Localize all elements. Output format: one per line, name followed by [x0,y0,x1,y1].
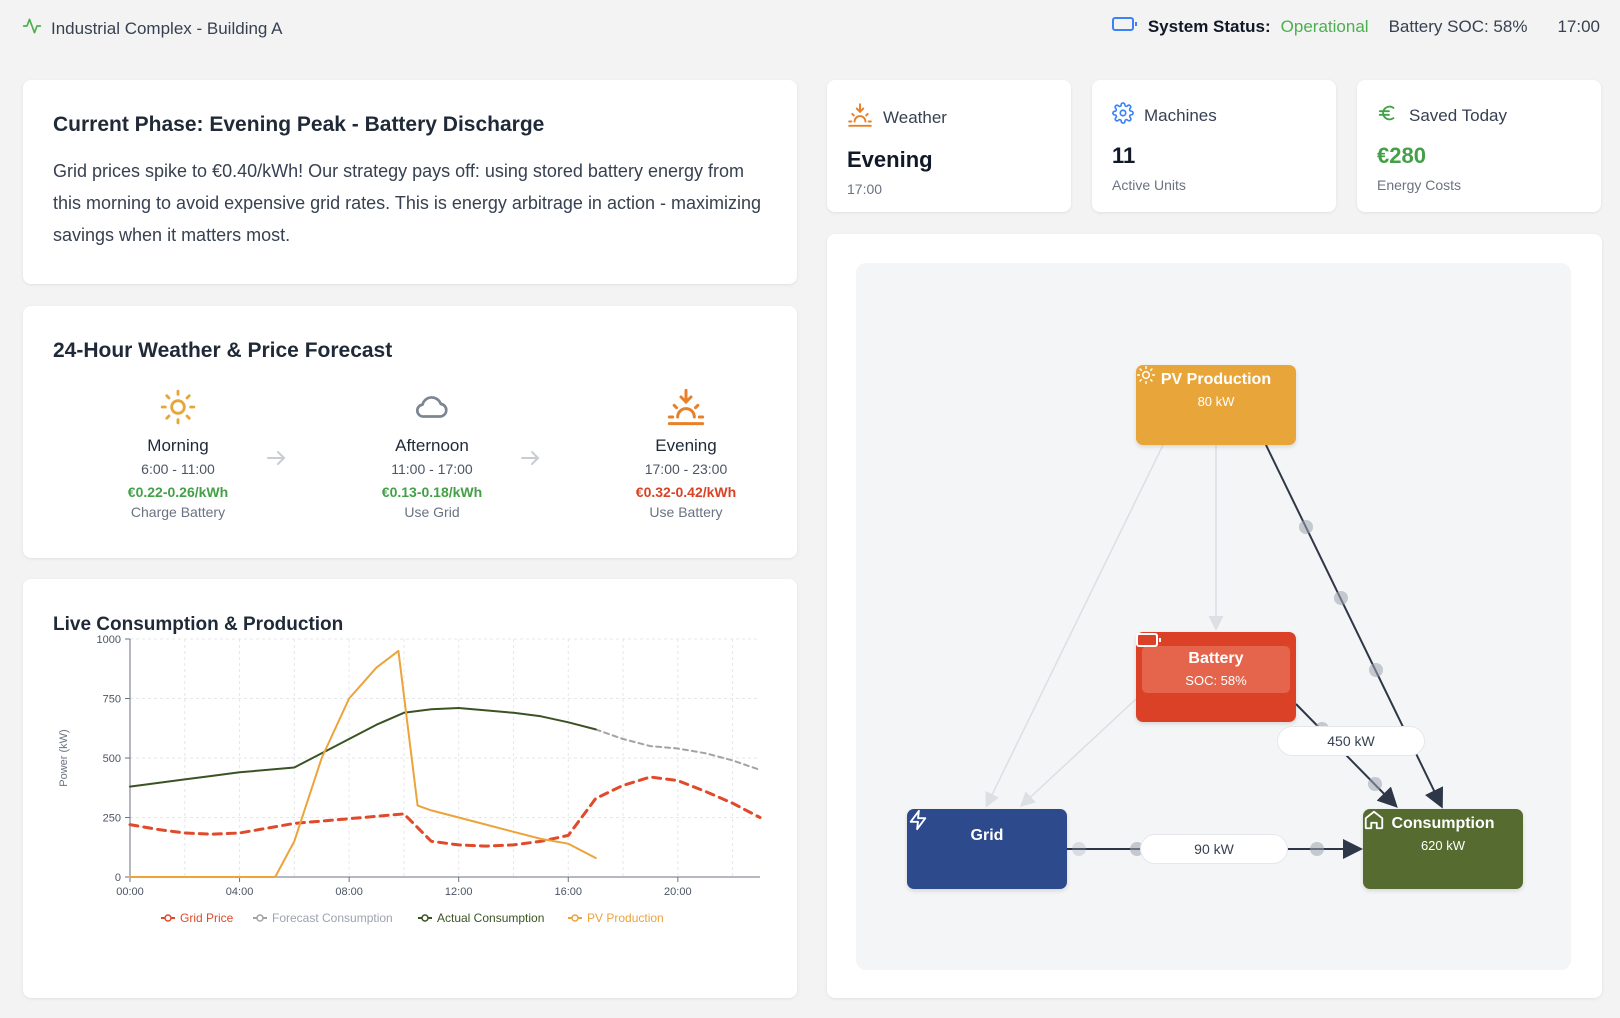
battery-soc-panel: Battery SOC: 58% [1142,646,1290,693]
saved-value: €280 [1377,143,1426,168]
battery-value: SOC: 58% [1185,673,1247,688]
euro-icon [1377,102,1399,129]
legend-marker [164,914,172,922]
y-tick-label: 250 [103,813,121,825]
gear-icon [1112,102,1134,129]
activity-icon [22,16,42,41]
y-tick-label: 0 [115,872,121,884]
machines-label: Machines [1144,105,1217,125]
legend-label: Forecast Consumption [272,911,393,925]
x-tick-label: 04:00 [226,886,254,898]
forecast-evening: Evening 17:00 - 23:00 €0.32-0.42/kWh Use… [586,386,786,520]
sun-icon [78,386,278,428]
legend-marker [421,914,429,922]
top-bar: Industrial Complex - Building A System S… [0,0,1620,56]
weather-label: Weather [883,107,947,127]
edge-battery-grid [1019,698,1137,808]
series-line-forecast-consumption [594,728,761,771]
x-tick-label: 08:00 [335,886,363,898]
battery-title: Battery [1188,650,1244,667]
saved-sub: Energy Costs [1377,177,1462,193]
arrow-right-icon [264,446,288,475]
battery-soc: Battery SOC: 58% [1388,16,1528,36]
flow-dot [1299,520,1313,534]
forecast-title: 24-Hour Weather & Price Forecast [53,339,393,362]
weather-stat-card: Weather Evening 17:00 [827,80,1071,212]
series-line-pv-production [129,649,597,878]
y-axis-label: Power (kW) [58,729,70,786]
forecast-afternoon: Afternoon 11:00 - 17:00 €0.13-0.18/kWh U… [332,386,532,520]
machines-sub: Active Units [1112,177,1186,193]
consumption-title: Consumption [1391,815,1495,832]
forecast-period-price: €0.32-0.42/kWh [635,484,737,500]
grid-title: Grid [970,827,1004,844]
pv-title: PV Production [1160,371,1272,388]
grid-node[interactable]: Grid [907,809,1067,889]
x-tick-label: 16:00 [554,886,582,898]
phase-card: Current Phase: Evening Peak - Battery Di… [23,80,797,284]
chart-title: Live Consumption & Production [53,614,344,635]
y-tick-label: 1000 [97,634,121,646]
legend-label: Actual Consumption [437,911,544,925]
forecast-period-price: €0.13-0.18/kWh [381,484,483,500]
saved-label: Saved Today [1409,105,1507,125]
forecast-period-price: €0.22-0.26/kWh [127,484,229,500]
flow-dot [1334,591,1348,605]
series-line-grid-price [128,775,762,848]
machines-value: 11 [1112,143,1136,168]
consumption-node[interactable]: Consumption 620 kW [1363,809,1523,889]
battery-node[interactable]: Battery SOC: 58% [1136,632,1296,722]
phase-description: Grid prices spike to €0.40/kWh! Our stra… [53,161,761,245]
y-tick-label: 500 [103,753,121,765]
grid-to-consumption-label: 90 kW [1140,834,1288,864]
live-chart-card: Live Consumption & Production 0 250 500 750… [23,579,797,998]
y-tick-label: 750 [103,694,121,706]
legend-marker [256,914,264,922]
forecast-period-name: Evening [655,436,717,455]
flow-dot [1310,842,1324,856]
flow-dot [1369,663,1383,677]
pv-value: 80 kW [1197,394,1235,409]
battery-to-consumption-label: 450 kW [1277,726,1425,756]
consumption-value: 620 kW [1420,838,1466,853]
site-name: Industrial Complex - Building A [51,18,283,38]
forecast-period-name: Morning [147,436,209,455]
sunset-icon [847,102,873,133]
system-status-label: System Status: [1147,16,1271,36]
legend-marker [571,914,579,922]
sunset-icon [586,386,786,428]
flow-dot [1368,777,1382,791]
system-status-value: Operational [1280,16,1369,36]
forecast-period-name: Afternoon [395,436,469,455]
weather-value: Evening [847,147,933,172]
forecast-period-action: Use Battery [649,504,723,520]
live-chart: 0 250 500 750 1000 00:00 04:00 08:00 12:00 16:00 2… [58,634,762,925]
forecast-period-action: Use Grid [404,504,460,520]
edge-pv-grid [985,444,1164,808]
saved-stat-card: Saved Today €280 Energy Costs [1357,80,1601,212]
forecast-period-time: 17:00 - 23:00 [644,461,728,477]
series-line-actual-consumption [129,707,597,788]
pv-production-node[interactable]: PV Production 80 kW [1136,365,1296,445]
forecast-period-time: 11:00 - 17:00 [391,461,473,477]
battery-icon [1111,16,1138,37]
forecast-card: 24-Hour Weather & Price Forecast Morning… [23,306,797,558]
forecast-period-time: 6:00 - 11:00 [141,461,215,477]
phase-title: Current Phase: Evening Peak - Battery Di… [53,113,545,136]
arrow-right-icon [518,446,542,475]
current-time: 17:00 [1557,16,1600,36]
forecast-morning: Morning 6:00 - 11:00 €0.22-0.26/kWh Char… [78,386,278,520]
flow-dot [1072,842,1086,856]
forecast-period-action: Charge Battery [130,504,226,520]
weather-sub: 17:00 [847,181,883,197]
x-tick-label: 20:00 [664,886,692,898]
legend-label: Grid Price [180,911,234,925]
x-tick-label: 00:00 [116,886,144,898]
energy-flow-card: PV Production 80 kW Battery SOC: 58% Gri… [827,234,1602,998]
legend-label: PV Production [587,911,664,925]
cloud-icon [332,386,532,428]
machines-stat-card: Machines 11 Active Units [1092,80,1336,212]
x-tick-label: 12:00 [445,886,473,898]
